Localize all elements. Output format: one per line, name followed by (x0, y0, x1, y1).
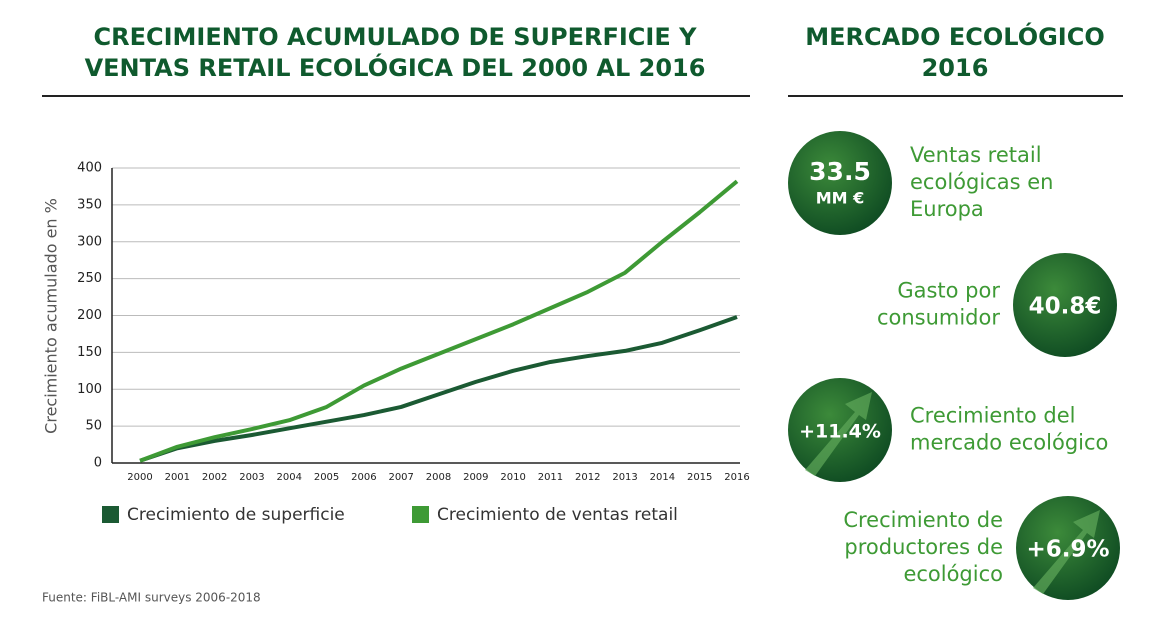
x-tick-label: 2008 (426, 472, 451, 483)
arrow-icon (1033, 510, 1100, 594)
badge-value: +11.4% (799, 421, 881, 443)
x-tick-label: 2016 (724, 472, 749, 483)
badge-label: Crecimiento de (843, 508, 1003, 532)
badge-value: 40.8€ (1029, 294, 1102, 320)
x-tick-label: 2010 (500, 472, 525, 483)
x-tick-label: 2001 (165, 472, 190, 483)
badge-label: productores de (844, 535, 1003, 559)
y-tick-label: 300 (77, 234, 102, 249)
y-tick-label: 50 (85, 419, 102, 434)
badge-label: Gasto por (897, 279, 1000, 303)
badge-label: Europa (910, 197, 984, 221)
y-tick-label: 0 (94, 456, 102, 471)
badge-value: +6.9% (1026, 537, 1109, 563)
x-tick-label: 2000 (127, 472, 152, 483)
y-axis-label: Crecimiento acumulado en % (42, 198, 61, 434)
y-tick-label: 150 (77, 345, 102, 360)
y-tick-label: 400 (77, 161, 102, 176)
legend-swatch (412, 506, 429, 523)
badge-label: mercado ecológico (910, 431, 1108, 455)
badge (1013, 253, 1117, 357)
badge-label: consumidor (877, 306, 1000, 330)
x-tick-label: 2004 (277, 472, 302, 483)
badge-value: 33.5 (809, 157, 871, 186)
y-tick-label: 100 (77, 382, 102, 397)
y-tick-label: 200 (77, 308, 102, 323)
legend-label: Crecimiento de ventas retail (437, 505, 678, 525)
panel-title: MERCADO ECOLÓGICO 2016 (805, 23, 1105, 83)
x-tick-label: 2014 (650, 472, 675, 483)
x-tick-label: 2011 (538, 472, 563, 483)
source: Fuente: FiBL-AMI surveys 2006-2018 (42, 591, 261, 605)
chart-title: CRECIMIENTO ACUMULADO DE SUPERFICIE Y VE… (84, 23, 706, 83)
badge-label: Ventas retail (910, 143, 1042, 167)
badge-label: Crecimiento del (910, 404, 1076, 428)
legend-label: Crecimiento de superficie (127, 505, 345, 525)
badge (788, 131, 892, 235)
x-tick-label: 2012 (575, 472, 600, 483)
badge-unit: MM € (816, 189, 865, 208)
y-tick-label: 350 (77, 197, 102, 212)
x-tick-label: 2009 (463, 472, 488, 483)
x-tick-label: 2006 (351, 472, 376, 483)
x-tick-label: 2002 (202, 472, 227, 483)
x-tick-label: 2015 (687, 472, 712, 483)
line (139, 315, 738, 463)
x-tick-label: 2013 (612, 472, 637, 483)
x-tick-label: 2007 (388, 472, 413, 483)
x-tick-label: 2003 (239, 472, 264, 483)
arrow-icon (805, 392, 872, 476)
y-tick-label: 250 (77, 271, 102, 286)
badge-label: ecológicas en (910, 170, 1053, 194)
line (139, 179, 739, 463)
x-tick-label: 2005 (314, 472, 339, 483)
badge-label: ecológico (903, 562, 1003, 586)
legend-swatch (102, 506, 119, 523)
